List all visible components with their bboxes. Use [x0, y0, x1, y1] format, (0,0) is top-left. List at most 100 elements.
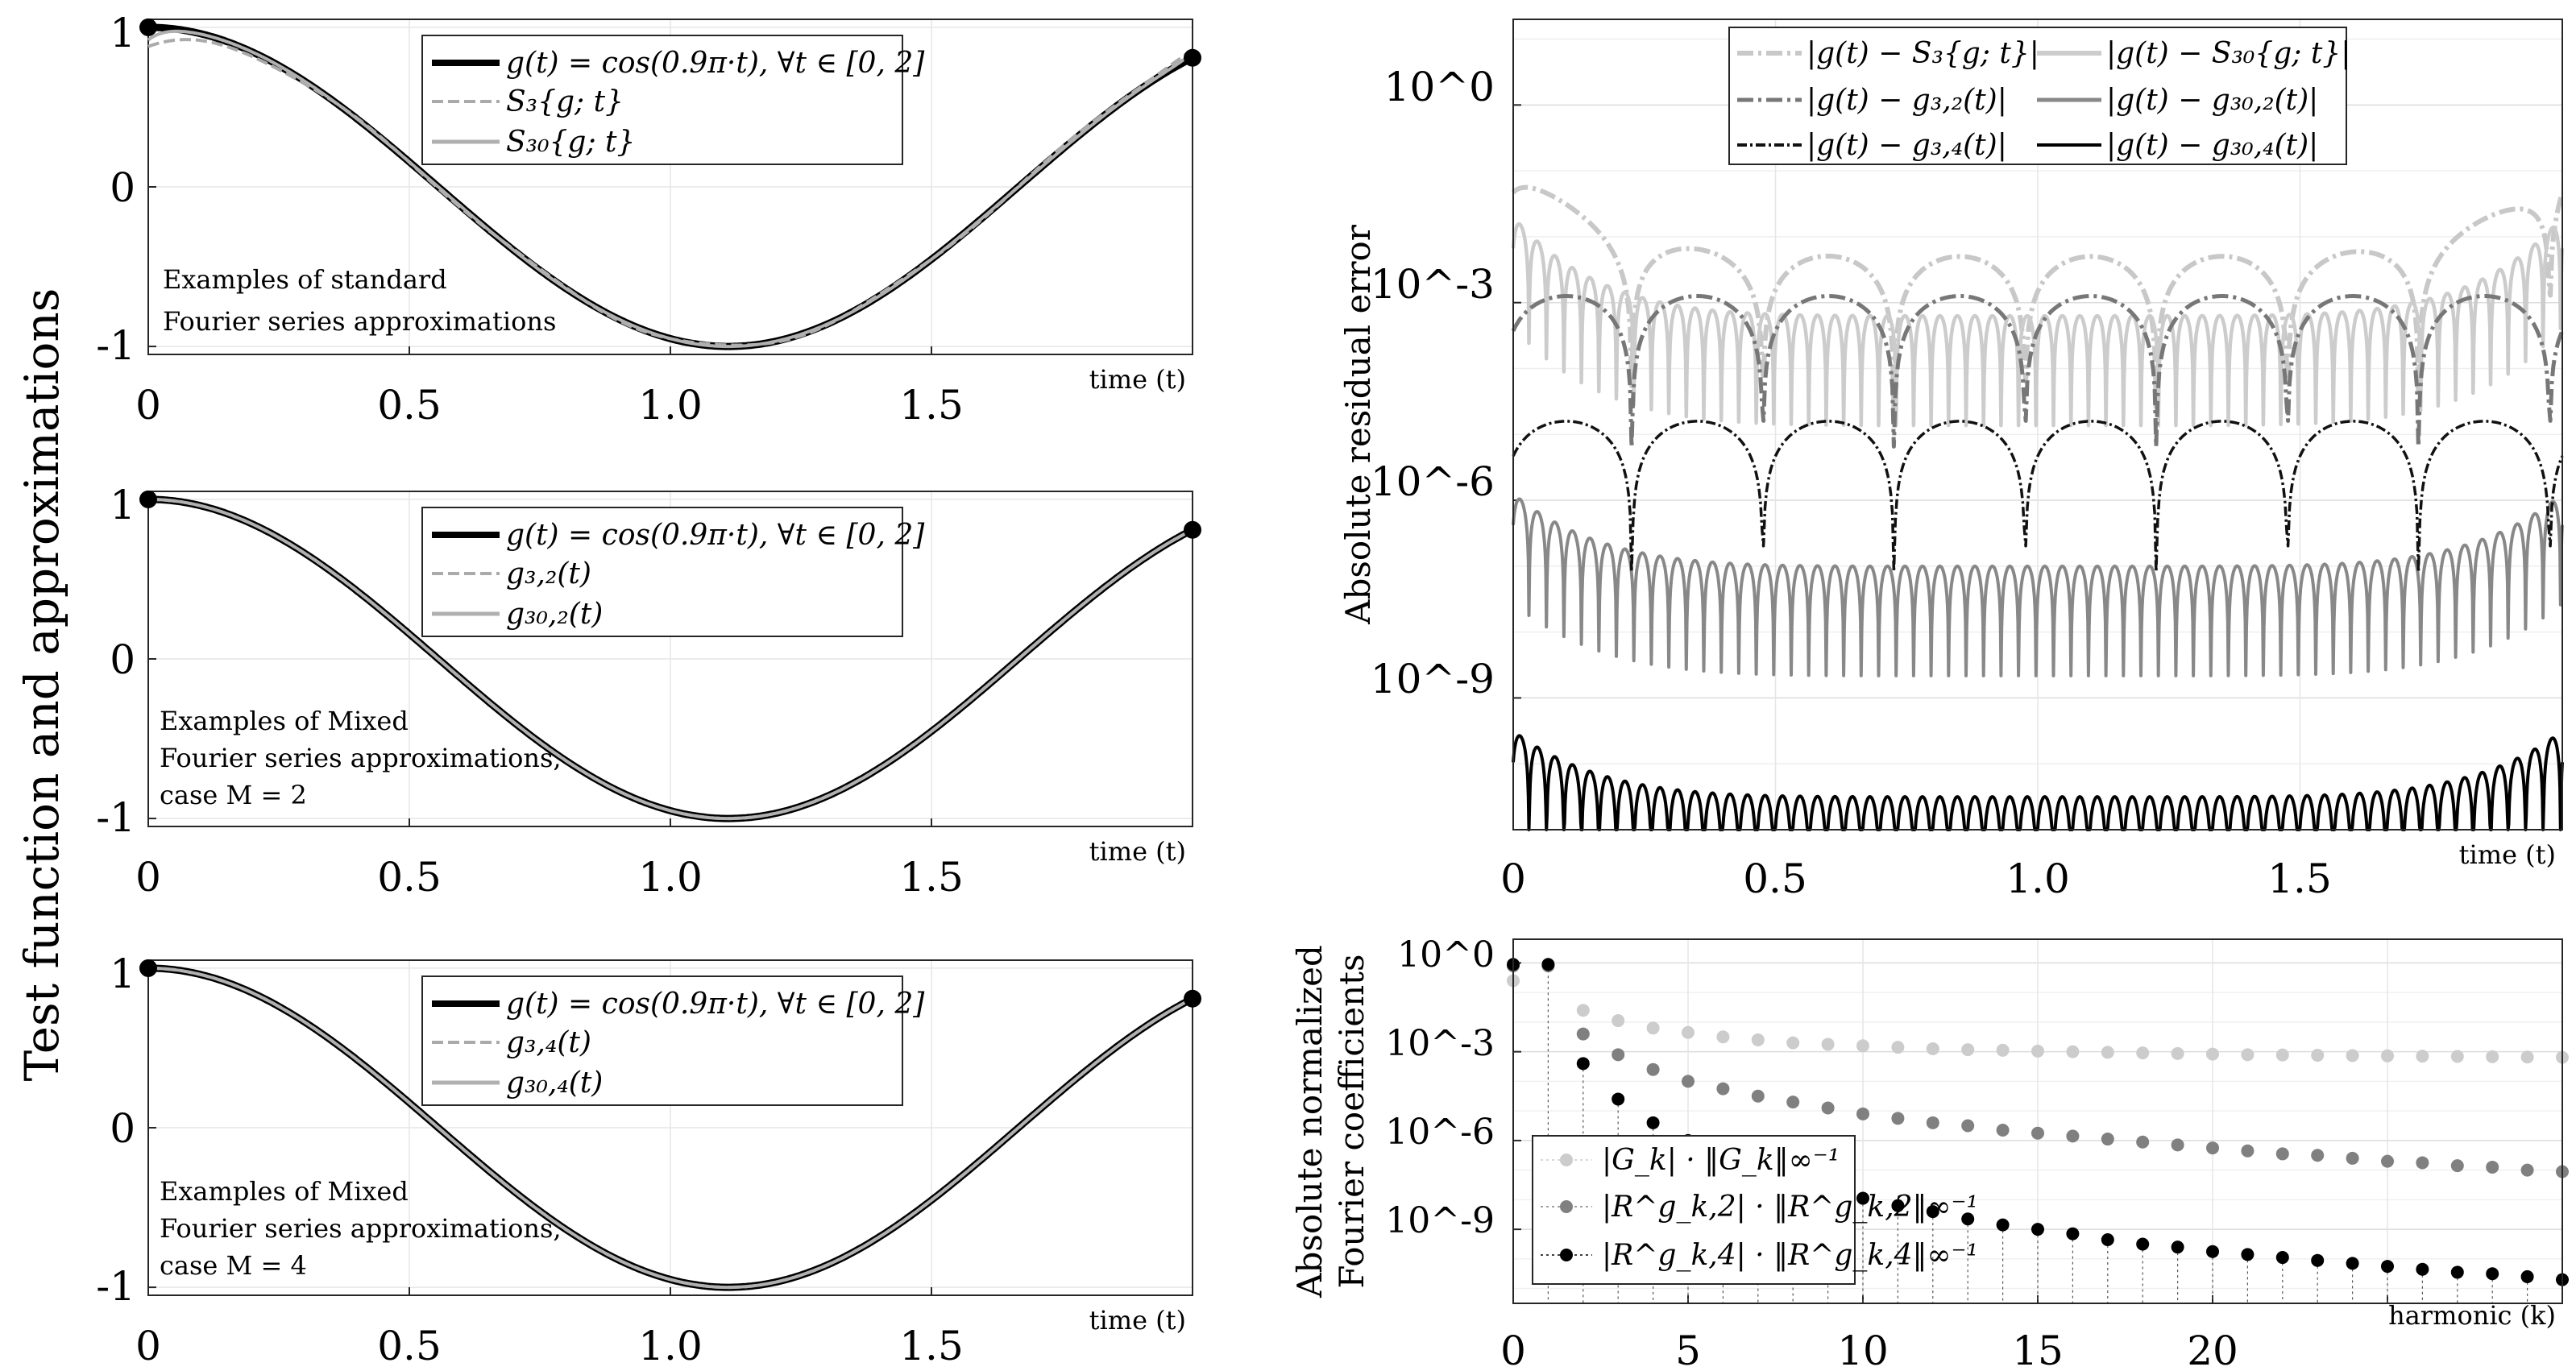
- coefficient-marker-3: [2311, 1253, 2325, 1267]
- ytick-e-3: 10^-6: [1385, 1112, 1495, 1153]
- coefficient-marker-1: [2520, 1050, 2534, 1064]
- legend-label-d-4: |g(t) − g₃₀,₂(t)|: [2106, 84, 2318, 117]
- coefficient-marker-2: [2275, 1147, 2289, 1161]
- coefficient-marker-2: [1716, 1082, 1730, 1096]
- legend-label-b-3: g₃₀,₂(t): [506, 598, 603, 631]
- xtick-c-4: 1.5: [899, 1323, 964, 1369]
- coefficient-marker-1: [1646, 1021, 1660, 1035]
- ylabel-e-1: Absolute normalized: [1290, 945, 1329, 1299]
- coefficient-marker-3: [2066, 1227, 2080, 1241]
- coefficient-marker-2: [1576, 1027, 1590, 1041]
- panel-c: 1 0 -1 0 0.5 1.0 1.5 time (t) Examples o…: [96, 951, 1201, 1369]
- xtick-e-2: 5: [1675, 1328, 1701, 1371]
- coefficient-marker-3: [2381, 1260, 2394, 1274]
- coefficient-marker-1: [1786, 1036, 1800, 1050]
- coefficient-marker-1: [2066, 1045, 2080, 1058]
- coefficient-marker-3: [1891, 1199, 1905, 1212]
- xtick-a-3: 1.0: [638, 382, 703, 429]
- coefficient-marker-2: [2450, 1159, 2464, 1173]
- coefficient-marker-2: [2206, 1141, 2219, 1155]
- series-c: [139, 959, 1201, 1291]
- coefficient-marker-3: [2486, 1267, 2499, 1281]
- coefficient-marker-1: [1996, 1043, 2010, 1057]
- coefficient-marker-3: [2171, 1241, 2184, 1254]
- coefficient-marker-1: [1961, 1043, 1975, 1057]
- legend-label-d-5: |g(t) − g₃,₄(t)|: [1807, 129, 2007, 162]
- xtick-d-3: 1.0: [2006, 855, 2070, 902]
- coefficient-marker-2: [2101, 1133, 2114, 1146]
- legend-a: g(t) = cos(0.9π·t), ∀t ∈ [0, 2] S₃{g; t}…: [421, 35, 925, 165]
- endpoint-marker: [1184, 520, 1201, 539]
- coefficient-marker-3: [1961, 1212, 1975, 1226]
- coefficient-marker-2: [1891, 1112, 1905, 1125]
- series-b: [139, 490, 1201, 822]
- coefficient-marker-3: [1646, 1116, 1660, 1129]
- coefficient-marker-2: [2381, 1154, 2394, 1168]
- coefficient-marker-3: [2520, 1270, 2534, 1283]
- legend-label-b-1: g(t) = cos(0.9π·t), ∀t ∈ [0, 2]: [506, 519, 925, 552]
- panel-b: 1 0 -1 0 0.5 1.0 1.5 time (t) Examples o…: [96, 482, 1201, 901]
- xtick-e-3: 10: [1837, 1328, 1889, 1371]
- legend-label-a-2: S₃{g; t}: [506, 85, 624, 118]
- ytick-b-1: 1: [110, 482, 135, 528]
- coefficient-marker-3: [1612, 1092, 1625, 1106]
- ytick-c-3: -1: [96, 1263, 135, 1310]
- series-d: [1511, 184, 2565, 831]
- coefficient-marker-2: [1856, 1107, 1869, 1120]
- legend-marker-e-2: [1560, 1200, 1573, 1213]
- annotation-a-1: Examples of standard: [163, 264, 447, 295]
- axes-frame-b: [147, 491, 1193, 827]
- ylabel-d: Absolute residual error: [1338, 224, 1378, 625]
- xlabel-d: time (t): [2459, 839, 2556, 870]
- legend-b: g(t) = cos(0.9π·t), ∀t ∈ [0, 2] g₃,₂(t) …: [421, 507, 925, 637]
- legend-d: |g(t) − S₃{g; t}| |g(t) − S₃₀{g; t}| |g(…: [1728, 27, 2350, 165]
- coefficient-marker-1: [2381, 1049, 2394, 1062]
- coefficient-marker-1: [1891, 1041, 1905, 1054]
- coefficient-marker-3: [1541, 958, 1555, 971]
- xtick-d-1: 0: [1500, 855, 1526, 902]
- coefficient-marker-1: [1576, 1004, 1590, 1017]
- legend-label-d-6: |g(t) − g₃₀,₄(t)|: [2106, 129, 2318, 162]
- axes-frame-a: [147, 19, 1193, 355]
- coefficient-marker-2: [2171, 1138, 2184, 1152]
- coefficient-marker-1: [2241, 1048, 2255, 1062]
- coefficient-marker-1: [2416, 1050, 2429, 1063]
- ytick-c-2: 0: [110, 1105, 135, 1152]
- legend-label-c-1: g(t) = cos(0.9π·t), ∀t ∈ [0, 2]: [506, 988, 925, 1021]
- ytick-c-1: 1: [110, 951, 135, 997]
- coefficient-marker-2: [2066, 1129, 2080, 1143]
- xlabel-a: time (t): [1089, 364, 1186, 395]
- legend-label-c-3: g₃₀,₄(t): [506, 1067, 603, 1100]
- coefficient-marker-2: [1751, 1089, 1765, 1103]
- panel-a: 1 0 -1 0 0.5 1.0 1.5 time (t) Examples o…: [96, 10, 1201, 429]
- xtick-c-1: 0: [135, 1323, 161, 1369]
- legend-label-d-1: |g(t) − S₃{g; t}|: [1807, 37, 2039, 70]
- series-line-high-order: [148, 966, 1193, 1290]
- coefficient-marker-2: [2311, 1149, 2325, 1162]
- coefficient-marker-3: [2206, 1245, 2219, 1258]
- coefficient-marker-1: [2206, 1047, 2219, 1061]
- coefficient-marker-1: [2486, 1050, 2499, 1063]
- coefficient-marker-3: [1996, 1218, 2010, 1232]
- ylabel-e-2: Fourier coefficients: [1332, 954, 1371, 1288]
- series-a: [139, 18, 1201, 350]
- ytick-b-2: 0: [110, 636, 135, 683]
- coefficient-marker-3: [2416, 1262, 2429, 1276]
- ytick-d-4: 10^-9: [1371, 656, 1495, 702]
- series-line-6: [1512, 734, 2564, 831]
- ytick-e-1: 10^0: [1397, 934, 1495, 975]
- xtick-d-4: 1.5: [2267, 855, 2332, 902]
- coefficient-marker-2: [1612, 1048, 1625, 1062]
- annotation-b-1: Examples of Mixed: [160, 706, 409, 736]
- legend-c: g(t) = cos(0.9π·t), ∀t ∈ [0, 2] g₃,₄(t) …: [421, 975, 925, 1106]
- xtick-e-5: 20: [2187, 1328, 2238, 1371]
- panel-d: Absolute residual error 10^0 10^-3 10^-6…: [1338, 19, 2565, 902]
- annotation-c-3: case M = 4: [160, 1250, 307, 1281]
- legend-label-a-1: g(t) = cos(0.9π·t), ∀t ∈ [0, 2]: [506, 47, 925, 80]
- ytick-d-3: 10^-6: [1371, 458, 1495, 505]
- coefficient-marker-3: [2031, 1223, 2044, 1236]
- xtick-d-2: 0.5: [1743, 855, 1807, 902]
- endpoint-marker: [139, 490, 157, 508]
- ytick-d-2: 10^-3: [1371, 261, 1495, 308]
